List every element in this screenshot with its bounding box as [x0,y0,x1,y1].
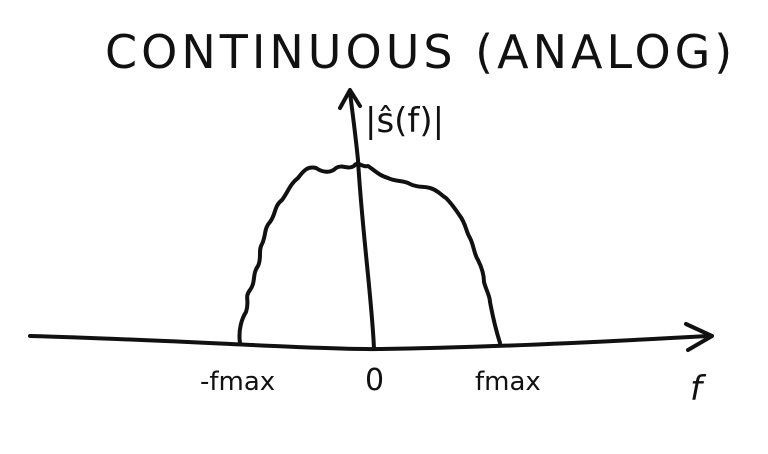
x-axis-arrowhead [684,322,714,352]
x-tick-neg-fmax: -fmax [200,367,275,397]
y-axis-label: |ŝ(f)| [365,101,444,141]
diagram-title: CONTINUOUS (ANALOG) [105,25,736,79]
x-tick-pos-fmax: fmax [475,367,541,397]
x-axis-line [28,334,710,352]
y-axis-line [348,90,376,351]
spectrum-curve [237,161,502,345]
x-axis-label: f [690,369,707,409]
x-tick-zero: 0 [365,363,384,398]
y-axis-arrowhead [338,88,362,110]
